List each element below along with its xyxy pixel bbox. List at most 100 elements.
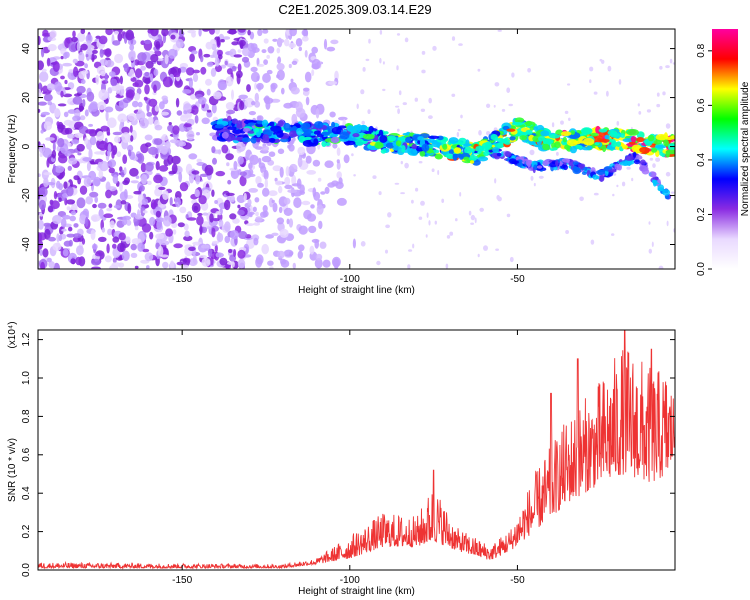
noise-blob <box>236 73 241 85</box>
noise-blob <box>248 211 255 215</box>
noise-blob <box>42 248 49 258</box>
noise-blob <box>46 83 56 91</box>
noise-blob <box>149 231 154 240</box>
noise-blob <box>85 196 93 205</box>
noise-blob <box>257 182 264 188</box>
band-blob <box>313 138 319 145</box>
noise-blob <box>108 159 117 168</box>
noise-blob <box>289 163 298 173</box>
noise-blob <box>311 58 321 70</box>
band-blob <box>594 142 600 146</box>
noise-blob <box>407 264 411 269</box>
noise-blob <box>85 216 89 227</box>
noise-blob <box>144 84 150 95</box>
band-blob <box>595 125 601 134</box>
noise-blob <box>109 264 119 269</box>
noise-blob <box>256 82 264 90</box>
noise-blob <box>217 231 221 242</box>
noise-blob <box>162 215 172 227</box>
band-blob <box>419 150 426 157</box>
noise-blob <box>214 29 220 35</box>
noise-blob <box>112 236 120 243</box>
noise-blob <box>211 103 217 114</box>
y-tick-label: -40 <box>21 237 32 252</box>
noise-blob <box>493 104 496 108</box>
noise-blob <box>145 142 152 147</box>
noise-blob <box>188 77 193 89</box>
noise-blob <box>455 218 458 222</box>
noise-blob <box>261 49 267 54</box>
noise-blob <box>126 219 132 226</box>
noise-blob <box>457 129 461 132</box>
noise-blob <box>113 30 119 35</box>
noise-blob <box>67 165 73 171</box>
noise-blob <box>54 165 65 173</box>
noise-blob <box>568 117 571 122</box>
noise-blob <box>298 225 308 235</box>
noise-blob <box>82 99 86 108</box>
noise-blob <box>222 36 231 40</box>
noise-blob <box>320 191 326 195</box>
noise-blob <box>73 175 80 181</box>
branch-blob <box>526 160 531 168</box>
spectrogram-axes: -150 -100 -50 -40 -20 0 20 40 Height of straight… <box>7 28 676 296</box>
noise-blob <box>117 113 127 123</box>
noise-blob <box>286 218 290 225</box>
noise-blob <box>432 45 437 51</box>
noise-blob <box>144 134 153 141</box>
band-blob <box>362 133 375 140</box>
noise-blob <box>68 41 78 53</box>
band-blob <box>434 153 443 160</box>
noise-blob <box>191 105 199 115</box>
band-blob <box>477 156 489 162</box>
noise-blob <box>506 213 511 218</box>
noise-blob <box>142 248 150 253</box>
noise-blob <box>257 63 265 67</box>
noise-blob <box>205 78 212 86</box>
band-blob <box>407 148 418 156</box>
noise-blob <box>397 128 400 132</box>
noise-blob <box>412 243 415 249</box>
noise-blob <box>459 192 462 197</box>
noise-blob <box>85 34 93 44</box>
noise-blob <box>226 109 236 115</box>
x-axis-label: Height of straight line (km) <box>298 285 415 296</box>
noise-blob <box>225 192 235 197</box>
noise-blob <box>477 253 480 258</box>
noise-blob <box>47 44 57 52</box>
noise-blob <box>57 137 65 148</box>
branch-blob <box>650 171 657 178</box>
noise-blob <box>656 103 661 108</box>
noise-blob <box>291 183 302 187</box>
noise-blob <box>646 109 652 113</box>
noise-blob <box>74 132 84 138</box>
noise-blob <box>420 200 425 206</box>
noise-blob <box>631 177 634 182</box>
noise-blob <box>70 210 77 216</box>
y-tick-label: -20 <box>21 188 32 203</box>
noise-blob <box>225 102 235 110</box>
noise-blob <box>402 102 407 106</box>
noise-blob <box>148 98 158 107</box>
noise-blob <box>185 163 193 175</box>
noise-blob <box>141 223 152 233</box>
branch-blob <box>662 189 671 196</box>
noise-blob <box>220 39 225 43</box>
y-tick-label: 0 <box>21 143 32 149</box>
noise-blob <box>249 154 259 165</box>
noise-blob <box>202 212 209 216</box>
page-title: C2E1.2025.309.03.14.E29 <box>278 2 432 17</box>
noise-blob <box>560 120 564 125</box>
noise-blob <box>618 79 622 85</box>
noise-blob <box>338 177 343 185</box>
noise-blob <box>130 180 139 184</box>
band-blob <box>582 137 595 146</box>
noise-blob <box>237 156 244 165</box>
noise-blob <box>314 258 323 269</box>
noise-blob <box>68 69 75 73</box>
noise-blob <box>146 111 153 117</box>
band-blob <box>276 130 284 138</box>
noise-blob <box>134 68 143 79</box>
noise-blob <box>648 248 652 254</box>
band-blob <box>345 140 356 146</box>
